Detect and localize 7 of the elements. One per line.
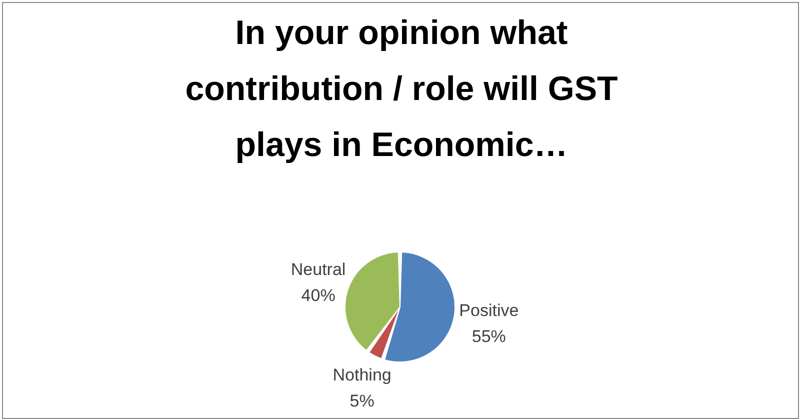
data-label: 55%	[472, 326, 506, 346]
slice-label: Positive	[459, 300, 519, 320]
data-label: 40%	[301, 286, 336, 305]
chart-title: In your opinion what contribution / role will GST plays in Economic…	[185, 14, 618, 164]
data-label: 5%	[350, 391, 374, 410]
slice-label: Neutral	[290, 260, 346, 279]
slice-label: Nothing	[332, 365, 392, 384]
